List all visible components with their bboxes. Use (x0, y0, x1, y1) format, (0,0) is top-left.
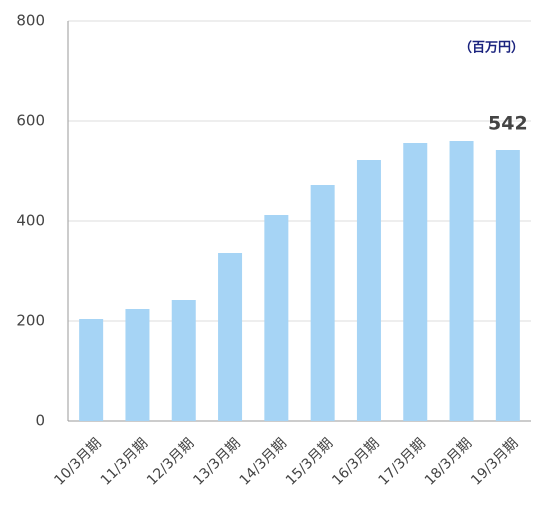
unit-label: （百万円） (459, 40, 524, 56)
x-tick-label: 16/3月期 (329, 435, 382, 488)
y-tick-label: 800 (16, 12, 45, 30)
x-tick-label: 17/3月期 (376, 435, 429, 488)
bar (264, 215, 289, 421)
x-tick-label: 11/3月期 (98, 435, 151, 488)
x-tick-label: 13/3月期 (190, 435, 243, 488)
bar (310, 185, 335, 421)
y-tick-label: 0 (35, 412, 45, 430)
bar (218, 253, 243, 421)
y-tick-label: 200 (16, 312, 45, 330)
x-tick-label: 10/3月期 (51, 435, 104, 488)
bar (403, 143, 428, 421)
bar (79, 319, 104, 421)
bar (495, 150, 520, 421)
x-tick-label: 14/3月期 (237, 435, 290, 488)
x-tick-label: 12/3月期 (144, 435, 197, 488)
bar (125, 309, 150, 421)
bar (356, 160, 381, 421)
value-label: 542 (488, 113, 528, 135)
x-tick-label: 15/3月期 (283, 435, 336, 488)
y-tick-label: 400 (16, 212, 45, 230)
x-tick-label: 18/3月期 (422, 435, 475, 488)
y-tick-label: 600 (16, 112, 45, 130)
x-tick-label: 19/3月期 (468, 435, 521, 488)
bar (171, 300, 196, 421)
bar (449, 141, 474, 421)
